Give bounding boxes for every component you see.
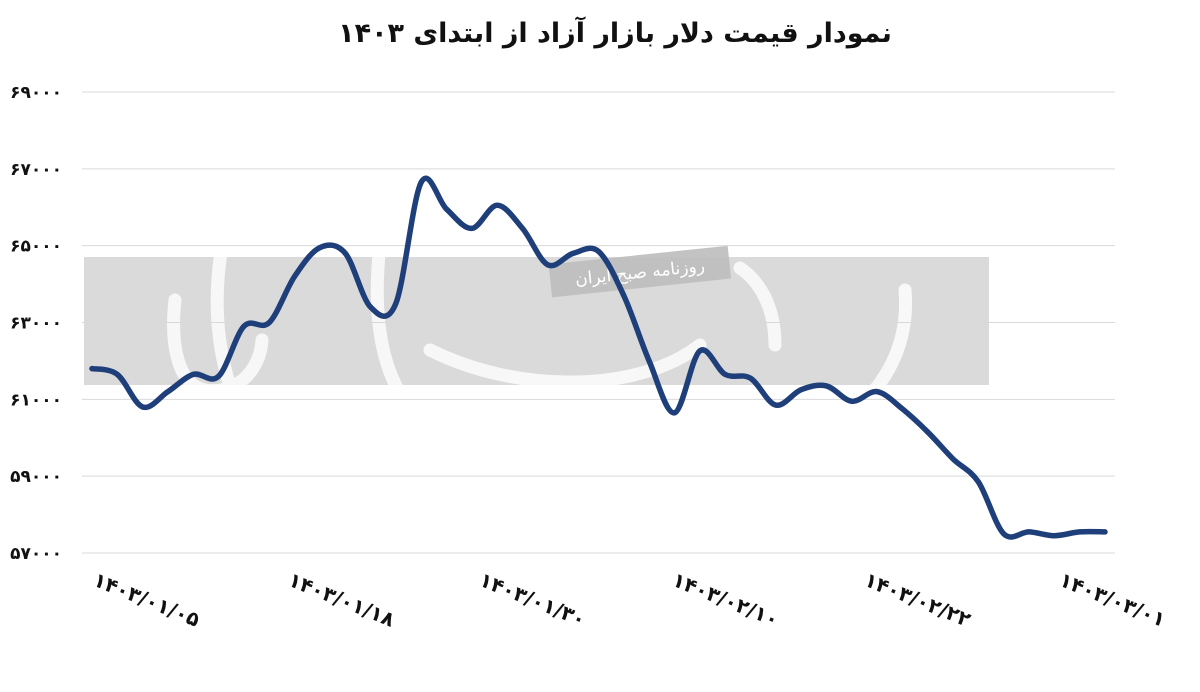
data-point: [773, 402, 779, 408]
data-point: [747, 375, 754, 381]
data-point: [646, 358, 652, 364]
gridlines: [82, 91, 1115, 554]
data-point: [798, 387, 804, 393]
watermark-logo: [167, 175, 913, 459]
data-point: [494, 202, 500, 208]
data-point: [292, 273, 298, 279]
data-point: [342, 250, 348, 256]
watermark-band: [84, 257, 989, 385]
x-tick-label: ۱۴۰۳/۰۱/۰۵: [90, 567, 203, 631]
x-tick-label: ۱۴۰۳/۰۲/۱۰: [669, 567, 782, 631]
data-point: [975, 479, 982, 485]
y-tick-label: ۵۷۰۰۰: [10, 544, 62, 564]
data-point: [1051, 533, 1057, 539]
data-point: [114, 371, 120, 377]
data-point: [418, 179, 424, 185]
y-tick-label: ۶۷۰۰۰: [10, 160, 62, 180]
data-point: [595, 248, 602, 254]
data-point: [444, 206, 450, 212]
data-point: [190, 371, 196, 377]
data-point: [899, 406, 906, 412]
data-point: [1102, 529, 1108, 535]
data-point: [89, 366, 95, 372]
data-point: [393, 300, 399, 306]
data-point: [140, 404, 146, 410]
y-tick-label: ۶۱۰۰۰: [10, 390, 62, 410]
chart-title: نمودار قیمت دلار بازار آزاد از ابتدای ۱۴…: [338, 18, 892, 49]
y-tick-label: ۶۹۰۰۰: [10, 83, 62, 103]
x-tick-label: ۱۴۰۳/۰۳/۰۱: [1056, 567, 1169, 631]
data-point: [216, 373, 222, 379]
data-point: [266, 319, 272, 326]
data-point: [469, 225, 475, 231]
data-point: [671, 410, 678, 416]
x-axis: ۱۴۰۳/۰۱/۰۵ ۱۴۰۳/۰۱/۱۸ ۱۴۰۳/۰۱/۳۰ ۱۴۰۳/۰۲/۱۰…: [90, 567, 1169, 631]
data-point: [165, 389, 171, 395]
data-point: [317, 245, 323, 251]
data-point: [621, 293, 627, 299]
data-point: [570, 250, 576, 256]
x-tick-label: ۱۴۰۳/۰۲/۲۲: [861, 567, 974, 631]
y-tick-label: ۶۵۰۰۰: [10, 237, 62, 257]
data-point: [722, 371, 728, 377]
data-point: [874, 389, 880, 395]
x-tick-label: ۱۴۰۳/۰۱/۱۸: [285, 567, 398, 631]
data-point: [925, 429, 931, 435]
data-point: [241, 323, 247, 329]
data-point: [1001, 531, 1007, 537]
data-point: [950, 456, 956, 462]
data-point: [849, 398, 855, 404]
data-point: [545, 262, 551, 268]
data-point: [519, 225, 526, 231]
data-point: [697, 348, 703, 354]
y-tick-label: ۵۹۰۰۰: [10, 467, 62, 487]
data-point: [1077, 529, 1083, 535]
data-point: [1026, 529, 1032, 535]
data-point: [368, 304, 374, 310]
series-layer: [89, 175, 1108, 540]
data-point: [823, 383, 830, 389]
x-tick-label: ۱۴۰۳/۰۱/۳۰: [476, 567, 589, 631]
y-tick-label: ۶۳۰۰۰: [10, 314, 62, 334]
watermark: روزنامه صبح ایران: [84, 175, 989, 459]
y-axis: ۵۷۰۰۰ ۵۹۰۰۰ ۶۱۰۰۰ ۶۳۰۰۰ ۶۵۰۰۰ ۶۷۰۰۰ ۶۹۰۰۰: [10, 83, 62, 564]
